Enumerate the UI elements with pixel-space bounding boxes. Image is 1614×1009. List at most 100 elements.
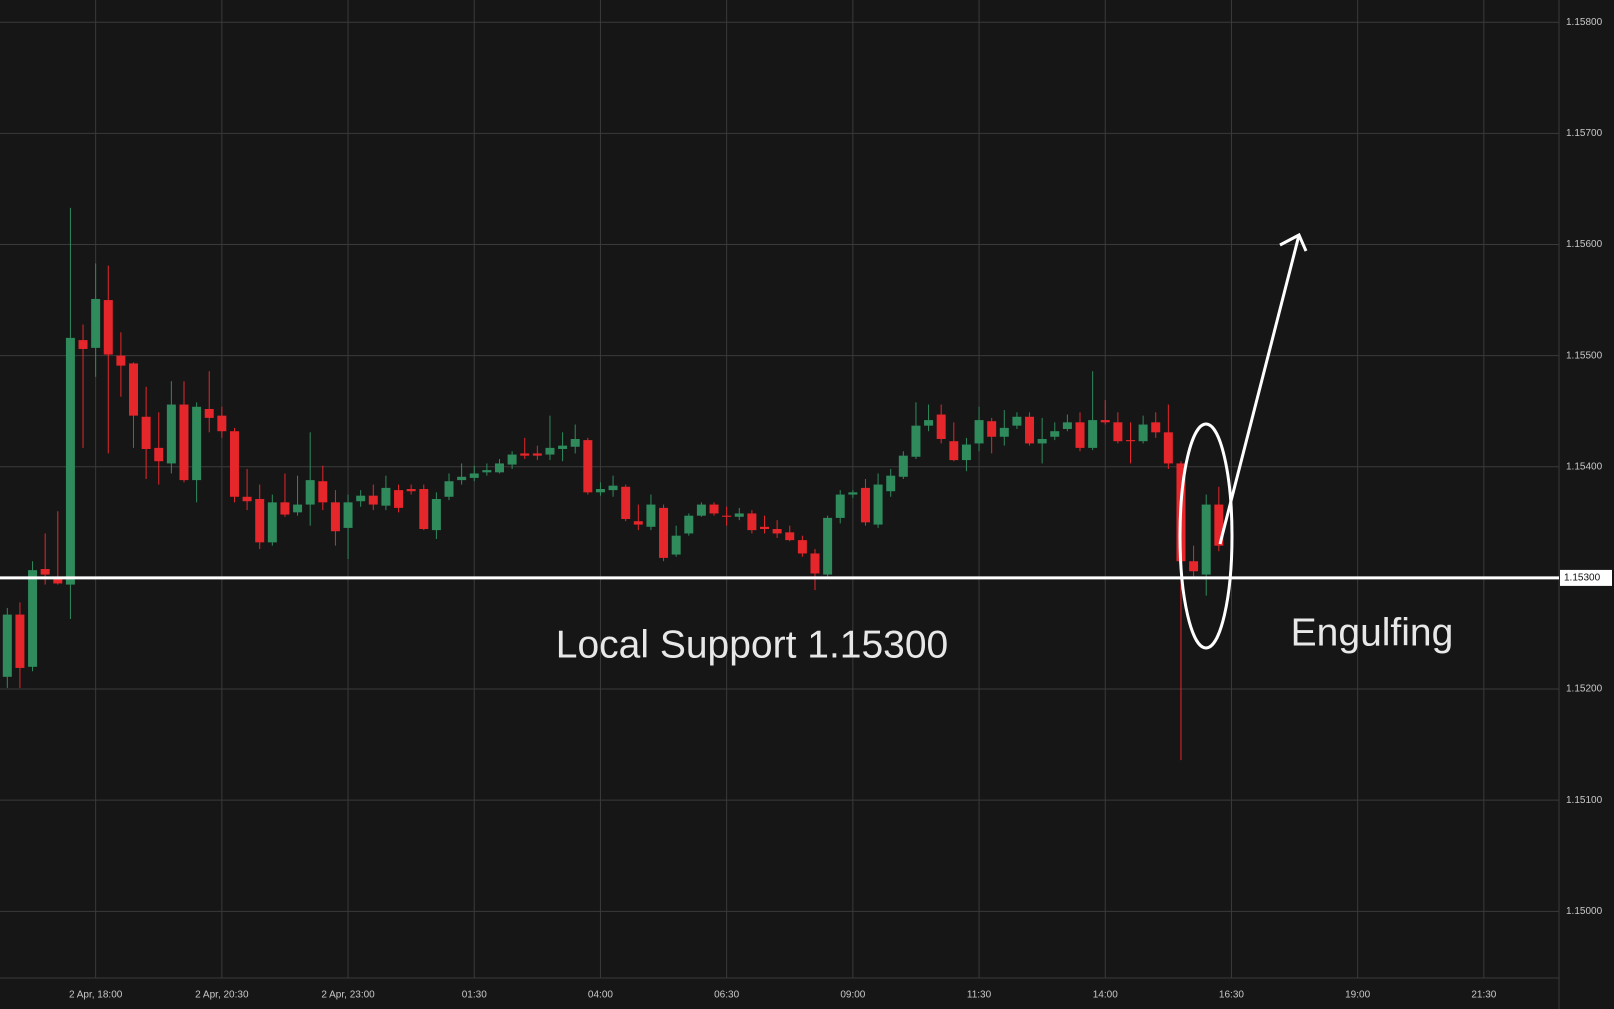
annotation: Engulfing bbox=[1291, 611, 1454, 654]
candle-body bbox=[1050, 431, 1060, 437]
candle-body bbox=[1012, 416, 1022, 426]
candle-body bbox=[1088, 420, 1098, 448]
candle-body bbox=[1100, 420, 1110, 423]
candle-body bbox=[974, 420, 984, 444]
candle-body bbox=[28, 570, 38, 667]
candle-body bbox=[129, 363, 139, 416]
candle-body bbox=[848, 492, 858, 495]
y-tick-label: 1.15200 bbox=[1566, 684, 1603, 695]
candle-body bbox=[924, 420, 934, 426]
candle-body bbox=[671, 535, 681, 555]
candle-body bbox=[595, 489, 605, 493]
candle-body bbox=[103, 300, 113, 355]
candle-body bbox=[242, 496, 252, 502]
x-tick-label: 11:30 bbox=[967, 990, 992, 1001]
candle-body bbox=[785, 532, 795, 541]
candle-body bbox=[621, 486, 631, 520]
candle-body bbox=[318, 481, 328, 503]
candle-body bbox=[797, 540, 807, 554]
candle-body bbox=[192, 406, 202, 481]
candle-body bbox=[545, 447, 555, 455]
candle-body bbox=[684, 515, 694, 534]
candle-body bbox=[961, 444, 971, 461]
arrow-head bbox=[1279, 232, 1308, 252]
candle-body bbox=[280, 502, 290, 515]
x-tick-label: 21:30 bbox=[1471, 990, 1496, 1001]
candle-body bbox=[1062, 422, 1072, 429]
candle-body bbox=[394, 490, 404, 508]
candle-body bbox=[65, 337, 75, 585]
x-tick-label: 2 Apr, 20:30 bbox=[195, 990, 249, 1001]
candle-body bbox=[772, 529, 782, 534]
highlight-ellipse bbox=[1178, 422, 1234, 650]
candle-body bbox=[1025, 416, 1035, 444]
x-tick-label: 19:00 bbox=[1345, 990, 1370, 1001]
candle-body bbox=[860, 487, 870, 523]
candle-body bbox=[141, 416, 151, 449]
candle-body bbox=[78, 340, 88, 349]
candle-body bbox=[810, 553, 820, 574]
arrow bbox=[1218, 234, 1301, 545]
x-tick-label: 14:00 bbox=[1093, 990, 1118, 1001]
x-tick-label: 01:30 bbox=[462, 990, 487, 1001]
candle-body bbox=[1138, 424, 1148, 442]
y-tick-label: 1.15700 bbox=[1566, 128, 1603, 139]
candle-body bbox=[1189, 561, 1199, 572]
candle-body bbox=[886, 475, 896, 492]
candle-body bbox=[696, 504, 706, 516]
candle-body bbox=[1201, 504, 1211, 575]
candle-body bbox=[949, 441, 959, 461]
candle-body bbox=[898, 455, 908, 477]
support-label: 1.15300 bbox=[1564, 573, 1601, 584]
y-tick-label: 1.15800 bbox=[1566, 17, 1603, 28]
candle-body bbox=[40, 569, 50, 575]
candle-body bbox=[494, 463, 504, 473]
x-tick-label: 2 Apr, 23:00 bbox=[321, 990, 375, 1001]
support-label-box bbox=[1560, 569, 1612, 586]
candle-body bbox=[520, 453, 530, 456]
candle-body bbox=[154, 447, 164, 462]
annotation: Local Support 1.15300 bbox=[556, 623, 948, 666]
candle-body bbox=[570, 438, 580, 447]
candle-body bbox=[987, 421, 997, 437]
x-tick-label: 09:00 bbox=[840, 990, 865, 1001]
candle-body bbox=[116, 355, 126, 366]
candle-body bbox=[507, 454, 517, 465]
candle-body bbox=[2, 614, 12, 677]
candle-body bbox=[204, 408, 214, 418]
candle-body bbox=[217, 415, 227, 432]
candle-body bbox=[444, 481, 454, 497]
candle-body bbox=[1075, 422, 1085, 448]
candle-body bbox=[709, 504, 719, 514]
x-tick-label: 04:00 bbox=[588, 990, 613, 1001]
candle-body bbox=[1214, 504, 1224, 546]
candle-body bbox=[368, 495, 378, 505]
candle-body bbox=[583, 440, 593, 493]
candle-body bbox=[431, 499, 441, 531]
candle-body bbox=[179, 404, 189, 481]
candle-body bbox=[659, 507, 669, 558]
candle-body bbox=[255, 499, 265, 543]
candle-body bbox=[823, 517, 833, 575]
y-tick-label: 1.15500 bbox=[1566, 350, 1603, 361]
candle-body bbox=[633, 521, 643, 525]
x-tick-label: 16:30 bbox=[1219, 990, 1244, 1001]
candle-body bbox=[305, 480, 315, 505]
candle-body bbox=[91, 298, 101, 348]
candle-body bbox=[747, 513, 757, 531]
candle-body bbox=[936, 414, 946, 439]
candle-body bbox=[469, 473, 479, 478]
candle-body bbox=[873, 484, 883, 525]
y-tick-label: 1.15000 bbox=[1566, 906, 1603, 917]
candle-body bbox=[482, 470, 492, 473]
candle-body bbox=[760, 526, 770, 530]
candle-body bbox=[267, 502, 277, 543]
candle-body bbox=[734, 513, 744, 517]
candle-body bbox=[356, 495, 366, 502]
candle-body bbox=[53, 576, 63, 584]
candle-body bbox=[1125, 440, 1135, 442]
candle-body bbox=[1113, 422, 1123, 442]
y-tick-label: 1.15600 bbox=[1566, 239, 1603, 250]
candle-body bbox=[911, 425, 921, 457]
candle-body bbox=[1151, 422, 1161, 433]
